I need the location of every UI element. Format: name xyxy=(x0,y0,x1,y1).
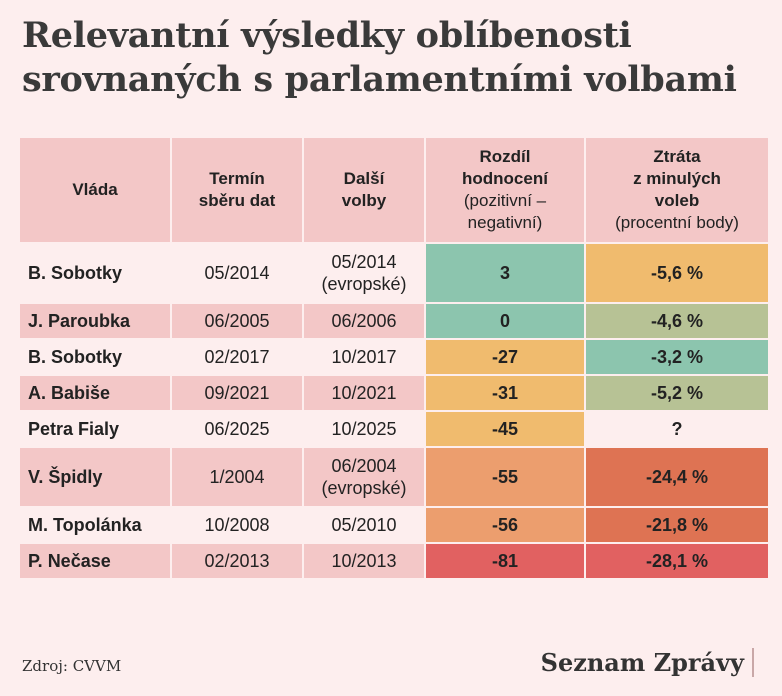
cell-vlada: J. Paroubka xyxy=(20,304,170,338)
cell-ztrata: -3,2 % xyxy=(586,340,768,374)
cell-ztrata: ? xyxy=(586,412,768,446)
cell-rozdil: 0 xyxy=(426,304,584,338)
title-line-2: srovnaných s parlamentními volbami xyxy=(22,59,737,100)
cell-vlada: V. Špidly xyxy=(20,448,170,506)
cell-rozdil: -31 xyxy=(426,376,584,410)
cell-dalsi-volby: 10/2021 xyxy=(304,376,424,410)
cell-termin: 09/2021 xyxy=(172,376,302,410)
volby-date: 06/2004 xyxy=(331,456,397,476)
cell-rozdil: -27 xyxy=(426,340,584,374)
cell-termin: 02/2017 xyxy=(172,340,302,374)
cell-dalsi-volby: 06/2006 xyxy=(304,304,424,338)
volby-date: 06/2006 xyxy=(331,311,397,331)
table-row: B. Sobotky 05/2014 05/2014 (evropské) 3 -5,6 … xyxy=(20,244,768,302)
header-rozdil: Rozdíl hodnocení (pozitivní – negativní) xyxy=(426,138,584,242)
cell-dalsi-volby: 10/2025 xyxy=(304,412,424,446)
volby-note: (evropské) xyxy=(321,274,407,294)
cell-dalsi-volby: 10/2013 xyxy=(304,544,424,578)
volby-date: 05/2010 xyxy=(331,515,397,535)
cell-dalsi-volby: 05/2014 (evropské) xyxy=(304,244,424,302)
cell-vlada: A. Babiše xyxy=(20,376,170,410)
volby-note: (evropské) xyxy=(321,478,407,498)
header-ztrata: Ztráta z minulých voleb (procentní body) xyxy=(586,138,768,242)
cell-rozdil: -45 xyxy=(426,412,584,446)
cell-dalsi-volby: 10/2017 xyxy=(304,340,424,374)
cell-vlada: M. Topolánka xyxy=(20,508,170,542)
page-title: Relevantní výsledky oblíbenosti srovnaný… xyxy=(22,14,762,102)
cell-rozdil: 3 xyxy=(426,244,584,302)
cell-termin: 1/2004 xyxy=(172,448,302,506)
cell-rozdil: -81 xyxy=(426,544,584,578)
cell-rozdil: -55 xyxy=(426,448,584,506)
cell-vlada: B. Sobotky xyxy=(20,244,170,302)
table-row: V. Špidly 1/2004 06/2004 (evropské) -55 -24,4… xyxy=(20,448,768,506)
table-row: J. Paroubka 06/2005 06/2006 0 -4,6 % xyxy=(20,304,768,338)
cell-termin: 06/2005 xyxy=(172,304,302,338)
table-row: B. Sobotky 02/2017 10/2017 -27 -3,2 % xyxy=(20,340,768,374)
cell-termin: 10/2008 xyxy=(172,508,302,542)
results-table-container: Vláda Termín sběru dat Další volby Rozdí… xyxy=(20,136,768,580)
cell-dalsi-volby: 06/2004 (evropské) xyxy=(304,448,424,506)
table-body: B. Sobotky 05/2014 05/2014 (evropské) 3 -5,6 … xyxy=(20,244,768,578)
header-termin: Termín sběru dat xyxy=(172,138,302,242)
cell-ztrata: -5,2 % xyxy=(586,376,768,410)
table-row: P. Nečase 02/2013 10/2013 -81 -28,1 % xyxy=(20,544,768,578)
volby-date: 10/2017 xyxy=(331,347,397,367)
cell-vlada: Petra Fialy xyxy=(20,412,170,446)
cell-vlada: P. Nečase xyxy=(20,544,170,578)
cell-ztrata: -21,8 % xyxy=(586,508,768,542)
title-line-1: Relevantní výsledky oblíbenosti xyxy=(22,15,632,56)
cell-ztrata: -4,6 % xyxy=(586,304,768,338)
cell-termin: 05/2014 xyxy=(172,244,302,302)
brand-logo: Seznam Zprávy xyxy=(541,648,754,677)
results-table: Vláda Termín sběru dat Další volby Rozdí… xyxy=(18,136,770,580)
source-note: Zdroj: CVVM xyxy=(22,657,122,675)
header-dalsi-volby: Další volby xyxy=(304,138,424,242)
volby-date: 05/2014 xyxy=(331,252,397,272)
header-vlada: Vláda xyxy=(20,138,170,242)
table-row: Petra Fialy 06/2025 10/2025 -45? xyxy=(20,412,768,446)
table-row: A. Babiše 09/2021 10/2021 -31 -5,2 % xyxy=(20,376,768,410)
table-header-row: Vláda Termín sběru dat Další volby Rozdí… xyxy=(20,138,768,242)
volby-date: 10/2025 xyxy=(331,419,397,439)
cell-termin: 06/2025 xyxy=(172,412,302,446)
volby-date: 10/2013 xyxy=(331,551,397,571)
cell-dalsi-volby: 05/2010 xyxy=(304,508,424,542)
cell-ztrata: -28,1 % xyxy=(586,544,768,578)
cell-ztrata: -5,6 % xyxy=(586,244,768,302)
cell-rozdil: -56 xyxy=(426,508,584,542)
cell-vlada: B. Sobotky xyxy=(20,340,170,374)
volby-date: 10/2021 xyxy=(331,383,397,403)
cell-ztrata: -24,4 % xyxy=(586,448,768,506)
table-row: M. Topolánka 10/2008 05/2010 -56 -21,8 % xyxy=(20,508,768,542)
cell-termin: 02/2013 xyxy=(172,544,302,578)
